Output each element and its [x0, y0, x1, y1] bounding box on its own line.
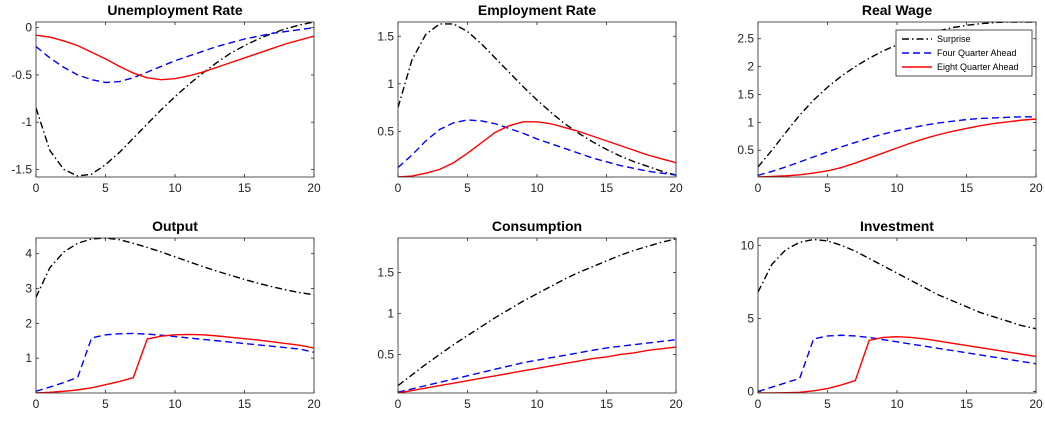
x-tick-label: 0: [33, 181, 40, 195]
y-tick-label: 1: [387, 306, 394, 320]
chart-title: Employment Rate: [478, 2, 596, 18]
legend-label: Surprise: [937, 34, 971, 44]
legend: Surprise Four Quarter Ahead Eight Quarter …: [895, 29, 1033, 77]
x-tick-label: 0: [33, 397, 40, 411]
x-tick-label: 5: [824, 181, 831, 195]
chart-panel-0: Unemployment Rate 0 5 10 15 20 -1.5 -1 -0.5 0: [11, 2, 321, 195]
chart-title: Consumption: [492, 218, 582, 234]
x-tick-label: 15: [238, 397, 252, 411]
y-tick-label: -0.5: [11, 68, 32, 82]
x-tick-label: 15: [960, 181, 974, 195]
chart-title: Unemployment Rate: [107, 2, 243, 18]
series-line-eight-quarter-ahead: [758, 118, 1036, 177]
series-line-surprise: [398, 238, 676, 387]
y-tick-label: 0: [25, 21, 32, 35]
chart-title: Output: [152, 218, 198, 234]
x-tick-label: 0: [755, 397, 762, 411]
series-line-four-quarter-ahead: [398, 119, 676, 176]
series-line-eight-quarter-ahead: [36, 34, 314, 81]
x-tick-label: 0: [755, 181, 762, 195]
y-tick-label: 0.5: [377, 347, 394, 361]
series-line-four-quarter-ahead: [398, 338, 676, 393]
series-line-surprise: [758, 22, 1036, 168]
x-tick-label: 0: [395, 181, 402, 195]
series-line-eight-quarter-ahead: [398, 346, 676, 393]
chart-panel-4: Consumption 0 5 10 15 20 0.5 1 1.5: [377, 218, 683, 411]
x-tick-label: 10: [168, 181, 182, 195]
series-line-eight-quarter-ahead: [36, 333, 314, 393]
x-tick-label: 10: [890, 181, 904, 195]
x-tick-label: 10: [530, 397, 544, 411]
y-tick-label: 1.5: [377, 29, 394, 43]
series-line-surprise: [758, 238, 1036, 330]
series-line-eight-quarter-ahead: [758, 335, 1036, 393]
series-line-surprise: [36, 22, 314, 177]
y-tick-label: 0.5: [737, 143, 754, 157]
x-tick-label: 10: [890, 397, 904, 411]
legend-label: Eight Quarter Ahead: [937, 62, 1019, 72]
y-tick-label: -1: [21, 115, 32, 129]
x-tick-label: 20: [669, 397, 683, 411]
x-tick-label: 15: [960, 397, 974, 411]
y-tick-label: 0: [747, 385, 754, 399]
y-tick-label: 1: [25, 351, 32, 365]
y-tick-label: 0.5: [377, 124, 394, 138]
series-line-four-quarter-ahead: [758, 116, 1036, 177]
y-tick-label: 1: [747, 115, 754, 129]
x-tick-label: 20: [669, 181, 683, 195]
x-tick-label: 15: [600, 397, 614, 411]
legend-label: Four Quarter Ahead: [937, 48, 1017, 58]
y-tick-label: 1: [387, 77, 394, 91]
series-line-surprise: [398, 23, 676, 176]
series-line-four-quarter-ahead: [36, 332, 314, 392]
x-tick-label: 5: [464, 181, 471, 195]
axes-box: [757, 237, 1037, 394]
series-line-eight-quarter-ahead: [398, 121, 676, 177]
series-line-four-quarter-ahead: [36, 26, 314, 84]
y-tick-label: 1.5: [737, 87, 754, 101]
x-tick-label: 10: [530, 181, 544, 195]
x-tick-label: 0: [395, 397, 402, 411]
x-tick-label: 20: [1029, 397, 1043, 411]
y-tick-label: 2.5: [737, 32, 754, 46]
axes-box: [35, 237, 315, 394]
x-tick-label: 20: [307, 181, 321, 195]
chart-panel-3: Output 0 5 10 15 20 1 2 3 4: [25, 218, 321, 411]
x-tick-label: 15: [238, 181, 252, 195]
y-tick-label: 4: [25, 247, 32, 261]
x-tick-label: 5: [102, 397, 109, 411]
x-tick-label: 20: [1029, 181, 1043, 195]
series-line-four-quarter-ahead: [758, 334, 1036, 393]
chart-panel-1: Employment Rate 0 5 10 15 20 0.5 1 1.5: [377, 2, 683, 195]
y-tick-label: 3: [25, 282, 32, 296]
x-tick-label: 5: [824, 397, 831, 411]
chart-panel-5: Investment 0 5 10 15 20 0 5 10: [741, 218, 1043, 411]
axes-box: [397, 237, 677, 394]
x-tick-label: 20: [307, 397, 321, 411]
x-tick-label: 10: [168, 397, 182, 411]
y-tick-label: -1.5: [11, 162, 32, 176]
chart-title: Real Wage: [862, 2, 932, 18]
x-tick-label: 5: [464, 397, 471, 411]
y-tick-label: 1.5: [377, 265, 394, 279]
y-tick-label: 5: [747, 311, 754, 325]
series-line-surprise: [36, 238, 314, 298]
chart-panel-2: Real Wage 0 5 10 15 20 0.5 1 1.5 2 2.5 Surprise Four…: [737, 2, 1043, 195]
y-tick-label: 10: [741, 238, 755, 252]
x-tick-label: 15: [600, 181, 614, 195]
y-tick-label: 2: [747, 60, 754, 74]
chart-title: Investment: [860, 218, 934, 234]
y-tick-label: 2: [25, 316, 32, 330]
x-tick-label: 5: [102, 181, 109, 195]
